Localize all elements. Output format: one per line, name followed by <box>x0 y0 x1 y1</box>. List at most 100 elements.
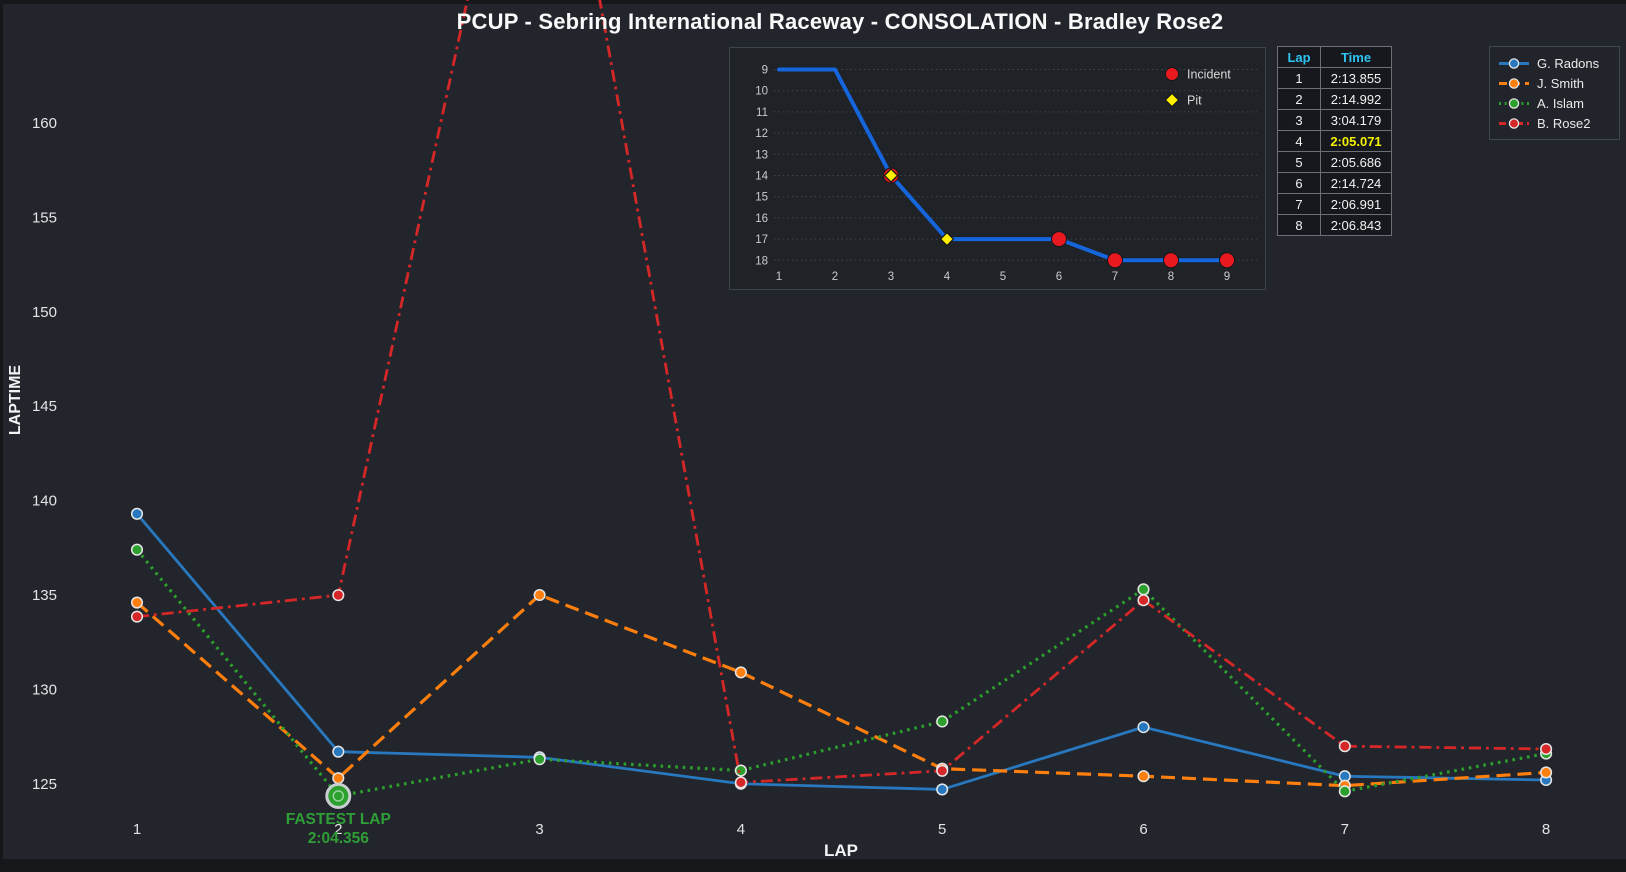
lap-cell: 7 <box>1277 193 1321 215</box>
series-g-radons <box>130 507 1553 796</box>
legend-item-b-rose2: B. Rose2 <box>1498 114 1611 133</box>
inset-y-tick-label: 10 <box>755 86 768 98</box>
x-tick-label: 2 <box>334 821 342 838</box>
data-point <box>130 507 144 520</box>
pit-marker <box>883 168 899 183</box>
x-axis-label: LAP <box>824 841 858 860</box>
y-tick-label: 130 <box>32 681 57 698</box>
lap-table-row: 5 2:05.686 <box>1277 151 1392 173</box>
time-cell: 2:06.991 <box>1320 193 1392 215</box>
legend-line-sample <box>1499 78 1529 89</box>
legend-label: G. Radons <box>1537 56 1600 71</box>
x-tick-label: 8 <box>1542 821 1550 838</box>
inset-y-tick-label: 15 <box>755 192 768 204</box>
data-point <box>1338 740 1351 753</box>
lap-cell: 2 <box>1277 88 1321 110</box>
time-cell: 2:05.071 <box>1320 130 1392 152</box>
data-point <box>734 764 747 777</box>
data-point <box>1540 766 1553 779</box>
incident-marker <box>1051 231 1067 248</box>
y-tick-label: 150 <box>32 304 57 321</box>
incident-marker <box>1163 252 1179 269</box>
data-point <box>734 666 747 679</box>
figure-edge-bottom <box>0 859 1626 872</box>
series-j-smith <box>130 588 1553 792</box>
lap-table-row: 2 2:14.992 <box>1277 88 1392 110</box>
y-tick-label: 135 <box>32 587 57 604</box>
legend-line-sample <box>1499 58 1529 69</box>
figure-edge-left <box>0 0 3 872</box>
legend-label: A. Islam <box>1537 96 1584 111</box>
x-tick-label: 5 <box>938 821 946 838</box>
data-point <box>533 588 546 602</box>
lap-table-row: 3 3:04.179 <box>1277 109 1392 131</box>
x-tick-label: 7 <box>1341 821 1349 838</box>
inset-x-tick-label: 9 <box>1224 271 1230 283</box>
time-cell: 2:14.724 <box>1320 172 1392 194</box>
inset-y-tick-label: 9 <box>762 65 768 77</box>
x-tick-label: 6 <box>1139 821 1147 838</box>
time-cell: 2:14.992 <box>1320 88 1392 110</box>
series-line <box>136 0 1547 784</box>
fastest-lap-annotation: FASTEST LAP 2:04.356 <box>286 782 391 847</box>
y-tick-label: 160 <box>32 115 57 132</box>
inset-x-tick-label: 2 <box>832 271 838 283</box>
inset-x-tick-label: 1 <box>776 271 782 283</box>
data-point <box>130 543 144 556</box>
y-tick-label: 125 <box>32 776 57 793</box>
series-line <box>135 548 1547 798</box>
lap-cell: 4 <box>1277 130 1321 152</box>
pit-marker <box>939 231 955 247</box>
data-point <box>533 753 546 766</box>
lap-time-table: Lap Time 1 2:13.855 2 2:14.992 3 3:04.179 4 2:05… <box>1277 46 1392 236</box>
inset-y-tick-label: 12 <box>755 128 768 140</box>
legend-line-sample <box>1499 98 1529 109</box>
time-column-header: Time <box>1320 46 1392 68</box>
data-point <box>332 772 345 785</box>
series-line <box>135 593 1547 788</box>
lap-table-row: 1 2:13.855 <box>1277 67 1392 89</box>
data-point <box>734 776 747 789</box>
legend-item-g-radons: G. Radons <box>1498 54 1611 73</box>
inset-legend-label: Incident <box>1187 68 1231 82</box>
pit-legend-icon <box>1164 92 1180 108</box>
lap-table-row: 7 2:06.991 <box>1277 193 1392 215</box>
series-b-rose2 <box>130 0 1553 789</box>
y-tick-label: 145 <box>32 398 57 415</box>
x-tick-label: 4 <box>737 821 745 838</box>
time-cell: 2:13.855 <box>1320 67 1392 89</box>
inset-y-tick-label: 11 <box>756 107 768 119</box>
lap-cell: 5 <box>1277 151 1321 173</box>
lap-table-row: 4 2:05.071 <box>1277 130 1392 152</box>
data-point <box>1137 594 1150 607</box>
time-cell: 2:06.843 <box>1320 214 1392 236</box>
lap-table-row: 6 2:14.724 <box>1277 172 1392 194</box>
fastest-lap-marker-inner <box>332 790 344 802</box>
data-point <box>332 589 345 602</box>
x-tick-label: 3 <box>535 821 543 838</box>
data-point <box>1137 583 1150 596</box>
figure-edge-top <box>0 0 1626 4</box>
y-tick-label: 140 <box>32 493 57 510</box>
inset-x-tick-label: 7 <box>1112 271 1118 283</box>
lap-table-header: Lap Time <box>1277 46 1392 68</box>
data-point <box>130 610 144 623</box>
inset-x-tick-label: 4 <box>944 271 951 283</box>
position-line <box>777 67 1229 263</box>
legend-line-sample <box>1499 118 1529 129</box>
data-point <box>1338 785 1351 798</box>
y-tick-label: 155 <box>32 209 57 226</box>
x-tick-label: 1 <box>133 821 141 838</box>
data-point <box>1137 770 1150 783</box>
incident-marker <box>1107 252 1123 269</box>
lap-table-body: 1 2:13.855 2 2:14.992 3 3:04.179 4 2:05.071 5 2:0… <box>1277 67 1392 236</box>
inset-legend-label: Pit <box>1187 94 1202 108</box>
y-axis-label: LAPTIME <box>7 365 24 436</box>
incident-marker <box>1219 252 1235 269</box>
data-point <box>936 764 949 777</box>
data-point <box>1137 721 1150 734</box>
inset-x-tick-label: 8 <box>1168 271 1174 283</box>
